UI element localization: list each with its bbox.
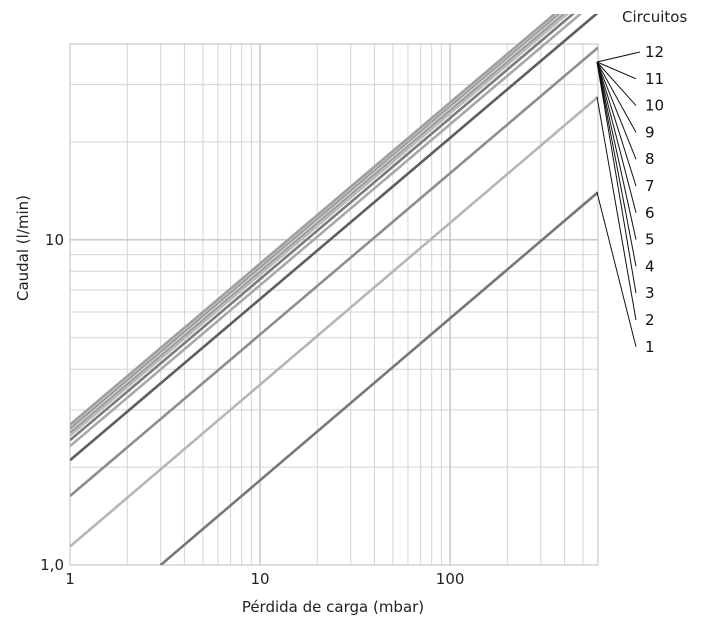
- leader-line-11: [596, 61, 637, 80]
- series-line-4: [70, 14, 598, 462]
- plot-frame: [69, 43, 599, 566]
- y-tick-label: 1,0: [40, 556, 64, 574]
- series-line-2: [70, 95, 598, 548]
- y-axis-title: Caudal (l/min): [14, 195, 32, 301]
- series-lines: [70, 14, 598, 565]
- tick-labels: 1 10 100 1,0 10: [40, 231, 464, 588]
- circuit-label-11: 11: [645, 70, 664, 88]
- circuit-label-5: 5: [645, 231, 655, 249]
- circuit-label-2: 2: [645, 311, 655, 329]
- leader-line-8: [596, 61, 637, 160]
- circuit-label-12: 12: [645, 43, 664, 61]
- series-line-6: [70, 14, 575, 442]
- series-line-7: [70, 14, 570, 437]
- circuit-label-8: 8: [645, 150, 655, 168]
- series-line-8: [70, 14, 566, 434]
- y-tick-label: 10: [45, 231, 64, 249]
- leader-line-10: [596, 61, 637, 106]
- circuit-label-9: 9: [645, 123, 655, 141]
- leader-line-2: [596, 96, 637, 321]
- leader-line-3: [596, 61, 637, 294]
- circuit-label-1: 1: [645, 338, 655, 356]
- x-axis-title: Pérdida de carga (mbar): [242, 598, 424, 616]
- legend-title: Circuitos: [622, 8, 687, 26]
- circuit-label-4: 4: [645, 257, 655, 275]
- series-line-3: [70, 46, 598, 497]
- series-line-9: [70, 14, 563, 432]
- circuit-label-3: 3: [645, 284, 655, 302]
- leader-line-4: [596, 61, 637, 267]
- leader-line-5: [596, 61, 637, 240]
- grid: [69, 43, 599, 566]
- circuit-label-7: 7: [645, 177, 655, 195]
- series-line-5: [70, 14, 583, 448]
- series-line-1: [159, 191, 598, 565]
- circuit-label-6: 6: [645, 204, 655, 222]
- leader-line-9: [596, 61, 637, 133]
- leader-line-6: [596, 61, 637, 213]
- leader-line-12: [596, 51, 641, 63]
- x-tick-label: 1: [65, 570, 75, 588]
- series-line-12: [70, 14, 557, 426]
- x-tick-label: 100: [436, 570, 465, 588]
- leader-line-7: [596, 61, 637, 187]
- x-tick-label: 10: [251, 570, 270, 588]
- circuit-label-10: 10: [645, 97, 664, 115]
- leader-line-1: [596, 192, 637, 347]
